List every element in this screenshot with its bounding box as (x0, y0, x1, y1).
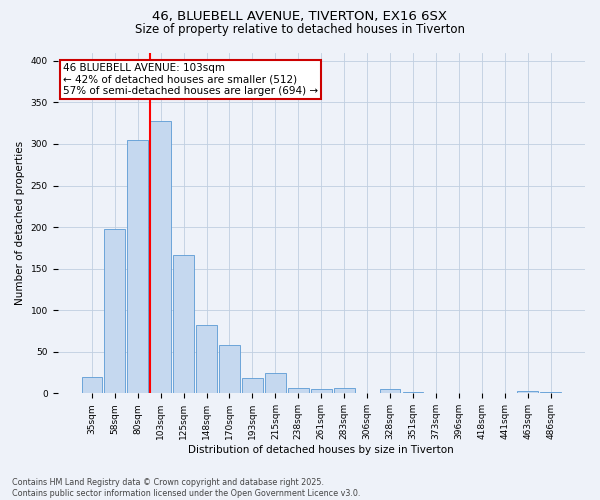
Bar (403, 392, 424, 394)
Text: Contains HM Land Registry data © Crown copyright and database right 2025.
Contai: Contains HM Land Registry data © Crown c… (12, 478, 361, 498)
Bar (334, 388, 355, 394)
Text: 46, BLUEBELL AVENUE, TIVERTON, EX16 6SX: 46, BLUEBELL AVENUE, TIVERTON, EX16 6SX (152, 10, 448, 23)
X-axis label: Distribution of detached houses by size in Tiverton: Distribution of detached houses by size … (188, 445, 454, 455)
Bar (196, 325, 217, 394)
Bar (82, 376, 102, 394)
Bar (151, 120, 171, 394)
Bar (517, 391, 538, 394)
Y-axis label: Number of detached properties: Number of detached properties (15, 141, 25, 305)
Bar (311, 389, 332, 394)
Bar (173, 254, 194, 394)
Bar (127, 140, 148, 394)
Bar (265, 372, 286, 394)
Bar (104, 228, 125, 394)
Text: Size of property relative to detached houses in Tiverton: Size of property relative to detached ho… (135, 22, 465, 36)
Bar (380, 389, 400, 394)
Bar (219, 345, 240, 394)
Bar (242, 378, 263, 394)
Bar (288, 388, 308, 394)
Bar (541, 392, 561, 394)
Text: 46 BLUEBELL AVENUE: 103sqm
← 42% of detached houses are smaller (512)
57% of sem: 46 BLUEBELL AVENUE: 103sqm ← 42% of deta… (63, 62, 318, 96)
